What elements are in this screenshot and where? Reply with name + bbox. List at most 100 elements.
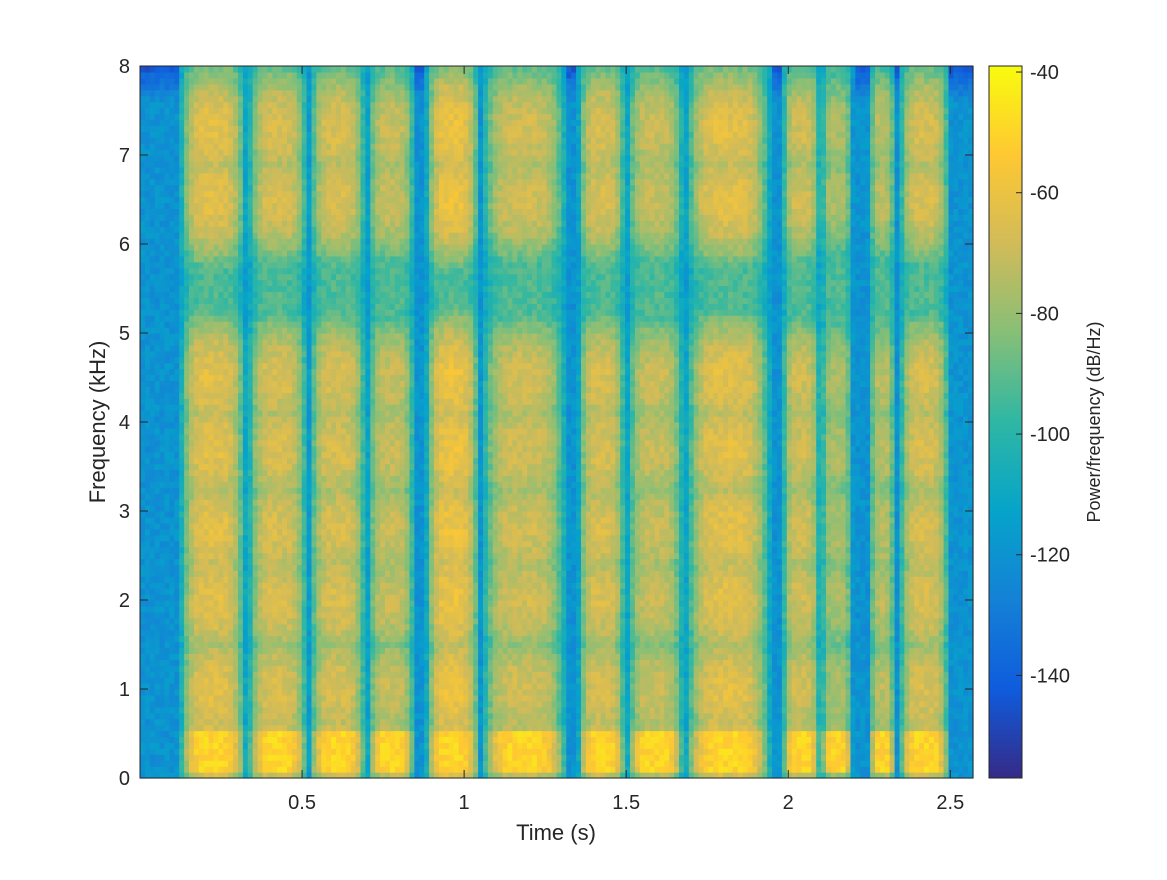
heatmap-cell (272, 558, 278, 565)
heatmap-cell (233, 766, 239, 773)
heatmap-cell (267, 398, 273, 405)
heatmap-cell (144, 232, 151, 239)
heatmap-cell (242, 238, 249, 245)
heatmap-cell (228, 475, 234, 482)
heatmap-cell (154, 71, 161, 79)
heatmap-cell (262, 172, 268, 180)
heatmap-cell (326, 410, 332, 417)
heatmap-cell (242, 249, 249, 257)
heatmap-cell (218, 285, 224, 293)
heatmap-cell (267, 149, 273, 156)
heatmap-cell (228, 208, 234, 215)
heatmap-cell (174, 546, 180, 554)
heatmap-cell (336, 267, 342, 275)
heatmap-cell (301, 285, 308, 293)
heatmap-cell (277, 611, 283, 619)
heatmap-cell (331, 184, 337, 192)
heatmap-cell (296, 647, 303, 654)
heatmap-cell (218, 386, 224, 393)
heatmap-cell (311, 540, 317, 548)
heatmap-cell (218, 208, 224, 215)
heatmap-cell (149, 107, 156, 115)
heatmap-cell (218, 724, 224, 732)
heatmap-cell (154, 249, 161, 257)
heatmap-cell (242, 505, 249, 512)
heatmap-cell (189, 279, 195, 287)
heatmap-cell (287, 457, 293, 465)
heatmap-cell (247, 83, 254, 91)
heatmap-cell (287, 671, 293, 678)
heatmap-cell (252, 279, 259, 287)
heatmap-cell (242, 77, 249, 85)
heatmap-cell (169, 113, 175, 120)
heatmap-cell (198, 178, 205, 186)
heatmap-cell (233, 433, 239, 441)
heatmap-cell (140, 374, 146, 382)
heatmap-cell (144, 694, 151, 702)
heatmap-cell (208, 196, 215, 204)
heatmap-cell (247, 356, 254, 364)
heatmap-cell (277, 232, 283, 239)
heatmap-cell (159, 683, 166, 690)
heatmap-cell (282, 433, 288, 441)
heatmap-cell (291, 95, 298, 103)
heatmap-cell (218, 605, 224, 613)
heatmap-cell (144, 143, 151, 150)
heatmap-cell (321, 333, 327, 340)
heatmap-cell (247, 427, 254, 435)
heatmap-cell (316, 107, 322, 115)
heatmap-cell (164, 190, 170, 198)
heatmap-cell (189, 499, 195, 506)
heatmap-cell (311, 119, 317, 126)
heatmap-cell (321, 350, 327, 358)
heatmap-cell (179, 416, 185, 423)
heatmap-cell (306, 558, 313, 565)
heatmap-cell (316, 321, 322, 328)
heatmap-cell (252, 487, 259, 494)
heatmap-cell (223, 95, 229, 103)
heatmap-cell (208, 635, 215, 643)
heatmap-cell (311, 267, 317, 275)
heatmap-cell (326, 487, 332, 494)
heatmap-cell (247, 505, 254, 512)
heatmap-cell (213, 172, 219, 180)
heatmap-cell (272, 208, 278, 215)
heatmap-cell (218, 736, 224, 743)
heatmap-cell (340, 499, 347, 506)
heatmap-cell (154, 588, 161, 595)
heatmap-cell (223, 66, 229, 73)
heatmap-cell (140, 172, 146, 180)
heatmap-cell (267, 416, 273, 423)
heatmap-cell (149, 344, 156, 352)
heatmap-cell (321, 647, 327, 654)
heatmap-cell (208, 125, 215, 132)
heatmap-cell (340, 362, 347, 370)
heatmap-cell (336, 451, 342, 459)
heatmap-cell (316, 184, 322, 192)
heatmap-cell (140, 433, 146, 441)
heatmap-cell (169, 422, 175, 429)
heatmap-cell (198, 760, 205, 767)
heatmap-cell (287, 160, 293, 168)
heatmap-cell (174, 321, 180, 328)
heatmap-cell (306, 291, 313, 298)
heatmap-cell (306, 635, 313, 643)
heatmap-cell (144, 315, 151, 322)
heatmap-cell (321, 558, 327, 565)
heatmap-cell (316, 724, 322, 732)
heatmap-cell (267, 89, 273, 97)
heatmap-cell (193, 95, 200, 103)
heatmap-cell (326, 766, 332, 773)
heatmap-cell (252, 689, 259, 696)
heatmap-cell (140, 522, 146, 530)
heatmap-cell (154, 647, 161, 654)
heatmap-cell (233, 356, 239, 364)
heatmap-cell (223, 617, 229, 625)
heatmap-cell (218, 71, 224, 79)
heatmap-cell (267, 463, 273, 471)
heatmap-cell (331, 356, 337, 364)
heatmap-cell (179, 594, 185, 601)
heatmap-cell (306, 445, 313, 453)
heatmap-cell (208, 392, 215, 399)
heatmap-cell (326, 617, 332, 625)
